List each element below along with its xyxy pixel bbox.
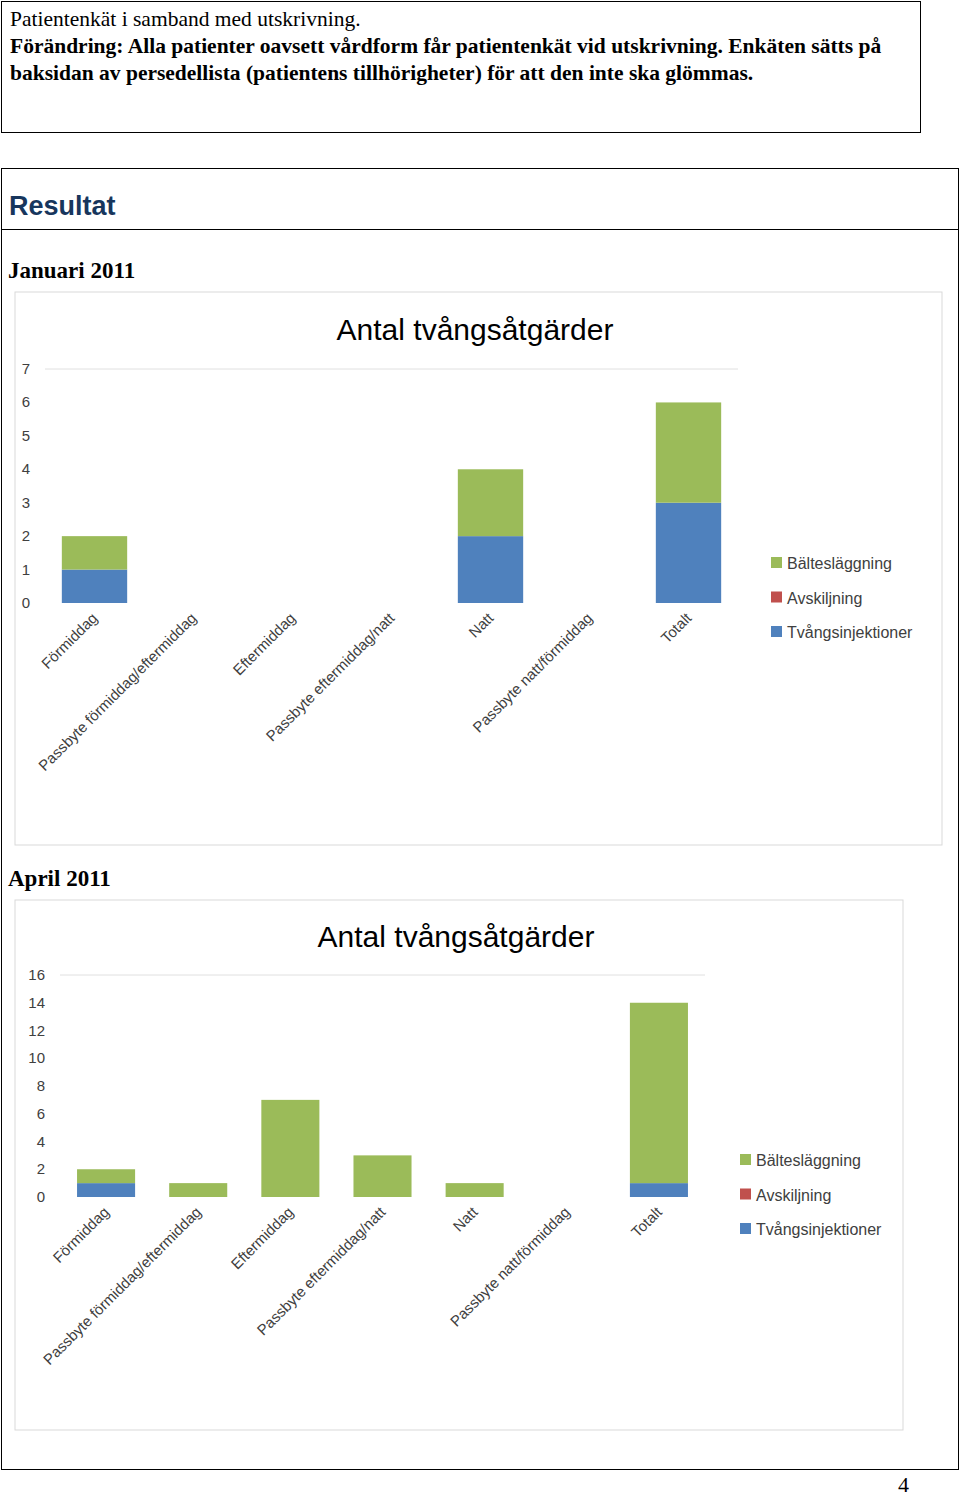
bar bbox=[261, 1100, 319, 1197]
bar bbox=[557, 603, 622, 604]
plot-border bbox=[45, 369, 738, 370]
bar bbox=[656, 402, 721, 502]
x-tick-label: Totalt bbox=[628, 1203, 666, 1241]
chart-frame bbox=[15, 292, 942, 845]
bar bbox=[161, 603, 226, 604]
x-tick-label: Förmiddag bbox=[38, 609, 101, 672]
legend-label: Tvångsinjektioner bbox=[756, 1221, 882, 1238]
y-tick-label: 0 bbox=[22, 594, 30, 611]
bar bbox=[557, 603, 622, 604]
bar bbox=[538, 1197, 596, 1198]
x-tick-label: Passbyte natt/förmiddag bbox=[469, 609, 595, 735]
x-tick-label: Natt bbox=[449, 1203, 481, 1235]
legend-swatch bbox=[740, 1223, 751, 1234]
legend: Bältesläggning Avskiljning Tvångsinjektion… bbox=[771, 555, 913, 641]
y-tick-label: 1 bbox=[22, 561, 30, 578]
y-tick-label: 4 bbox=[37, 1133, 45, 1150]
bar bbox=[260, 603, 325, 604]
bar bbox=[62, 570, 127, 603]
legend: Bältesläggning Avskiljning Tvångsinjektion… bbox=[740, 1152, 882, 1238]
x-tick-label: Passbyte eftermiddag/natt bbox=[262, 609, 398, 745]
bar bbox=[458, 536, 523, 603]
bar bbox=[359, 603, 424, 604]
bars bbox=[77, 1003, 688, 1197]
y-tick-label: 10 bbox=[28, 1049, 45, 1066]
bar bbox=[77, 1169, 135, 1183]
y-tick-label: 0 bbox=[37, 1188, 45, 1205]
bar bbox=[446, 1183, 504, 1197]
legend-label: Avskiljning bbox=[756, 1187, 831, 1204]
bar bbox=[62, 536, 127, 569]
bar bbox=[161, 603, 226, 604]
legend-swatch bbox=[771, 626, 782, 637]
legend-label: Bältesläggning bbox=[756, 1152, 861, 1169]
bar bbox=[538, 1197, 596, 1198]
intro-title: Patientenkät i samband med utskrivning. bbox=[10, 6, 912, 33]
legend-swatch bbox=[771, 592, 782, 603]
y-tick-label: 12 bbox=[28, 1022, 45, 1039]
y-tick-label: 4 bbox=[22, 460, 30, 477]
results-heading-bar: Resultat bbox=[2, 169, 958, 230]
bar bbox=[260, 603, 325, 604]
chart-title: Antal tvångsåtgärder bbox=[337, 313, 614, 346]
x-tick-label: Passbyte förmiddag/eftermiddag bbox=[35, 609, 200, 774]
chart-frame bbox=[15, 900, 903, 1430]
x-tick-label: Totalt bbox=[657, 609, 695, 647]
chart-title: Antal tvångsåtgärder bbox=[318, 920, 595, 953]
page-number: 4 bbox=[898, 1472, 909, 1498]
legend-swatch bbox=[771, 557, 782, 568]
bar bbox=[656, 503, 721, 603]
x-tick-label: Eftermiddag bbox=[229, 609, 298, 678]
x-tick-label: Natt bbox=[465, 609, 497, 641]
plot-border bbox=[60, 975, 705, 976]
y-tick-label: 3 bbox=[22, 494, 30, 511]
intro-text: Förändring: Alla patienter oavsett vårdf… bbox=[10, 33, 912, 87]
legend-label: Tvångsinjektioner bbox=[787, 624, 913, 641]
legend-swatch bbox=[740, 1154, 751, 1165]
x-tick-label: Passbyte eftermiddag/natt bbox=[253, 1203, 389, 1339]
y-tick-label: 14 bbox=[28, 994, 45, 1011]
legend-swatch bbox=[740, 1189, 751, 1200]
bar bbox=[161, 603, 226, 604]
period-label: April 2011 bbox=[8, 866, 111, 892]
bars bbox=[62, 402, 721, 603]
y-tick-label: 16 bbox=[28, 966, 45, 983]
results-heading: Resultat bbox=[9, 191, 116, 222]
bar bbox=[630, 1003, 688, 1183]
period-label: Januari 2011 bbox=[8, 258, 135, 284]
bar bbox=[538, 1197, 596, 1198]
bar bbox=[458, 469, 523, 536]
bar bbox=[77, 1183, 135, 1197]
bar bbox=[353, 1155, 411, 1197]
bar bbox=[169, 1183, 227, 1197]
bar bbox=[557, 603, 622, 604]
bar bbox=[359, 603, 424, 604]
legend-label: Bältesläggning bbox=[787, 555, 892, 572]
y-tick-label: 8 bbox=[37, 1077, 45, 1094]
x-tick-label: Eftermiddag bbox=[227, 1203, 296, 1272]
y-tick-label: 6 bbox=[37, 1105, 45, 1122]
legend-label: Avskiljning bbox=[787, 590, 862, 607]
bar bbox=[359, 603, 424, 604]
bar bbox=[260, 603, 325, 604]
y-tick-label: 2 bbox=[37, 1160, 45, 1177]
bar bbox=[630, 1183, 688, 1197]
y-tick-label: 6 bbox=[22, 393, 30, 410]
page: {"header": {"title": "Patientenkät i sam… bbox=[0, 0, 960, 1498]
y-tick-label: 7 bbox=[22, 360, 30, 377]
x-tick-label: Passbyte förmiddag/eftermiddag bbox=[40, 1203, 205, 1368]
y-tick-label: 2 bbox=[22, 527, 30, 544]
chart: Antal tvångsåtgärder0246810121416Förmidd… bbox=[0, 0, 960, 1498]
intro-box: Patientenkät i samband med utskrivning. … bbox=[1, 1, 921, 133]
y-tick-label: 5 bbox=[22, 427, 30, 444]
x-tick-label: Förmiddag bbox=[49, 1203, 112, 1266]
x-tick-label: Passbyte natt/förmiddag bbox=[447, 1203, 573, 1329]
